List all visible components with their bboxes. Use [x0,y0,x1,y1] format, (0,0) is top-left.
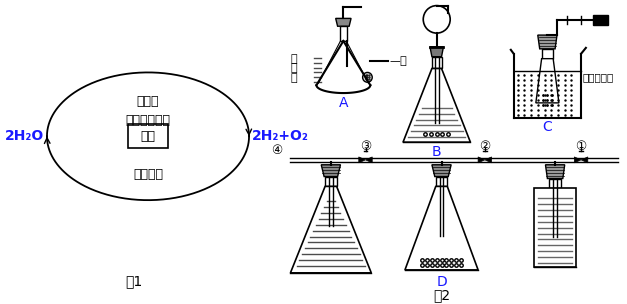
Text: ④: ④ [271,143,283,157]
Bar [593,16,608,25]
Polygon shape [405,186,478,270]
Text: 2H₂O: 2H₂O [5,129,44,143]
Text: 图1: 图1 [125,274,142,288]
Text: A: A [339,96,348,110]
Polygon shape [549,178,561,188]
Polygon shape [403,68,470,142]
Polygon shape [321,165,340,177]
Polygon shape [432,165,451,177]
Text: C: C [542,120,552,134]
Polygon shape [436,177,447,186]
Polygon shape [581,157,587,163]
Polygon shape [290,186,371,273]
Polygon shape [478,157,485,163]
FancyBboxPatch shape [128,125,168,148]
Text: —锌: —锌 [389,56,408,66]
Polygon shape [542,49,553,59]
Polygon shape [545,165,565,178]
Polygon shape [538,35,557,49]
Polygon shape [430,47,443,57]
Polygon shape [339,26,347,41]
Polygon shape [325,177,337,186]
Text: 太阳能: 太阳能 [137,95,159,108]
Circle shape [423,5,450,33]
Text: ③: ③ [360,140,371,153]
Text: 锌粒和硫酸: 锌粒和硫酸 [583,72,614,82]
Text: 稀: 稀 [290,54,297,64]
Circle shape [362,72,372,82]
Text: ①: ① [576,140,587,153]
Polygon shape [359,157,366,163]
Text: 电能: 电能 [140,130,155,143]
Polygon shape [485,157,492,163]
Polygon shape [574,157,581,163]
Text: 2H₂+O₂: 2H₂+O₂ [252,129,309,143]
Text: B: B [432,145,441,159]
Polygon shape [536,59,559,103]
Text: 硫: 硫 [290,64,297,74]
Polygon shape [335,18,351,26]
Polygon shape [366,157,372,163]
Polygon shape [534,188,576,267]
Polygon shape [432,57,441,68]
Text: 酸: 酸 [290,73,297,83]
Text: 氢发电机: 氢发电机 [133,168,163,181]
Text: D: D [436,275,447,289]
Text: ②: ② [479,140,490,153]
Text: 光分解催化剂: 光分解催化剂 [125,114,171,127]
Text: 图2: 图2 [433,288,450,302]
